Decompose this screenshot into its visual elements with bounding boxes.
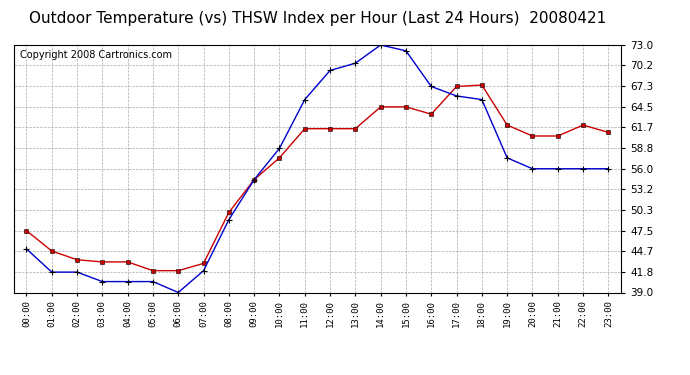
Text: Copyright 2008 Cartronics.com: Copyright 2008 Cartronics.com	[20, 50, 172, 60]
Text: Outdoor Temperature (vs) THSW Index per Hour (Last 24 Hours)  20080421: Outdoor Temperature (vs) THSW Index per …	[29, 11, 606, 26]
